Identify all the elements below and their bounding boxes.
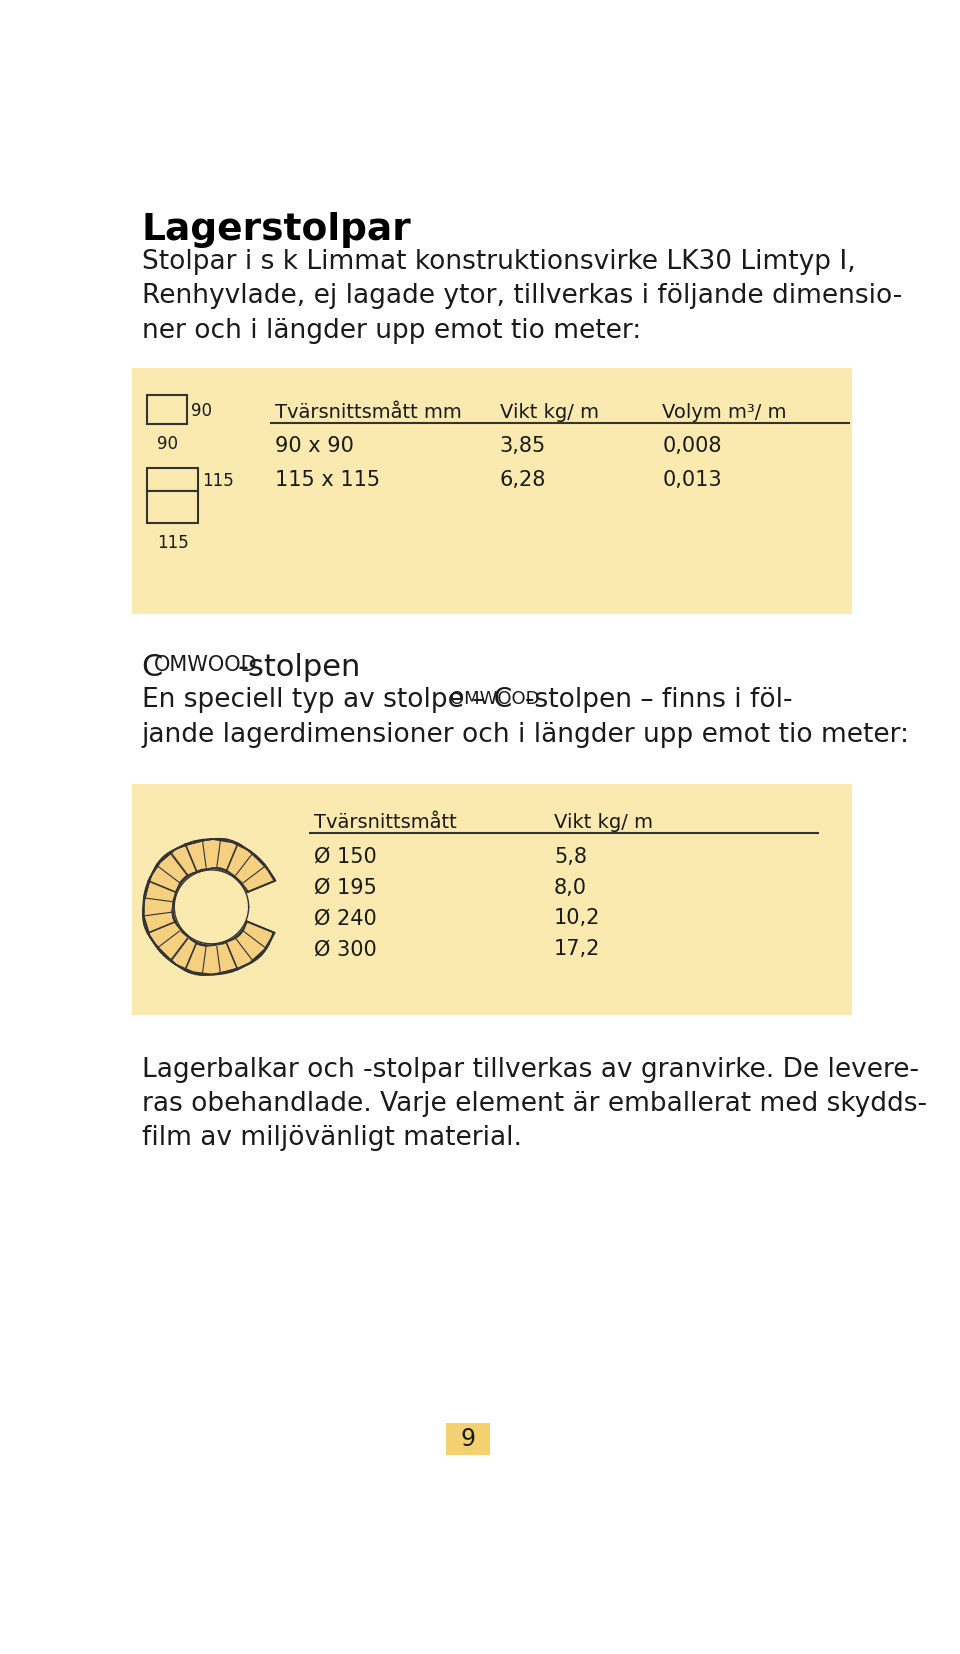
Polygon shape [185,943,237,974]
Text: C: C [142,653,163,681]
Text: Lagerbalkar och -stolpar tillverkas av granvirke. De levere-: Lagerbalkar och -stolpar tillverkas av g… [142,1057,919,1083]
Polygon shape [185,839,237,872]
Text: Renhyvlade, ej lagade ytor, tillverkas i följande dimensio-: Renhyvlade, ej lagade ytor, tillverkas i… [142,283,902,309]
Polygon shape [175,870,249,944]
Text: Tvärsnittsmått mm: Tvärsnittsmått mm [275,402,462,422]
Text: -stolpen: -stolpen [238,653,361,681]
Bar [147,491,199,523]
Text: -stolpen – finns i föl-: -stolpen – finns i föl- [525,688,793,713]
Text: Volym m³/ m: Volym m³/ m [662,402,787,422]
Text: jande lagerdimensioner och i längder upp emot tio meter:: jande lagerdimensioner och i längder upp… [142,723,910,748]
Text: 115: 115 [203,471,234,490]
Polygon shape [144,839,275,974]
Text: 3,85: 3,85 [500,437,546,457]
Polygon shape [149,844,197,892]
Text: Ø 195: Ø 195 [314,878,376,898]
Text: 10,2: 10,2 [554,908,600,928]
Text: 115: 115 [156,534,188,552]
Polygon shape [143,882,176,933]
Text: Tvärsnittsmått: Tvärsnittsmått [314,812,457,832]
Text: 90: 90 [191,402,212,420]
Text: Vikt kg/ m: Vikt kg/ m [554,812,653,832]
Bar [132,367,852,614]
Text: ras obehandlade. Varje element är emballerat med skydds-: ras obehandlade. Varje element är emball… [142,1092,926,1116]
Text: Ø 240: Ø 240 [314,908,376,928]
Text: Ø 300: Ø 300 [314,939,376,959]
Text: 0,013: 0,013 [662,470,722,490]
Text: Ø 150: Ø 150 [314,847,376,867]
Polygon shape [227,844,275,892]
Text: 115 x 115: 115 x 115 [275,470,380,490]
Text: OMWOOD: OMWOOD [155,655,257,675]
Bar [147,395,187,423]
Text: Vikt kg/ m: Vikt kg/ m [500,402,599,422]
Bar [147,468,199,491]
Text: Lagerstolpar: Lagerstolpar [142,212,412,248]
Bar [132,784,852,1014]
Text: 6,28: 6,28 [500,470,546,490]
Text: 0,008: 0,008 [662,437,722,457]
Text: 9: 9 [461,1427,475,1451]
Polygon shape [149,921,197,969]
Text: En speciell typ av stolpe – C: En speciell typ av stolpe – C [142,688,512,713]
Bar [445,1422,491,1456]
Text: film av miljövänligt material.: film av miljövänligt material. [142,1125,521,1151]
Text: OMWOOD: OMWOOD [450,690,540,708]
Text: 17,2: 17,2 [554,939,600,959]
Text: 90 x 90: 90 x 90 [275,437,354,457]
Text: Stolpar i s k Limmat konstruktionsvirke LK30 Limtyp I,: Stolpar i s k Limmat konstruktionsvirke … [142,248,855,275]
Text: ner och i längder upp emot tio meter:: ner och i längder upp emot tio meter: [142,318,641,344]
Text: 8,0: 8,0 [554,878,587,898]
Polygon shape [227,921,275,969]
Text: 5,8: 5,8 [554,847,587,867]
Text: 90: 90 [156,435,178,453]
